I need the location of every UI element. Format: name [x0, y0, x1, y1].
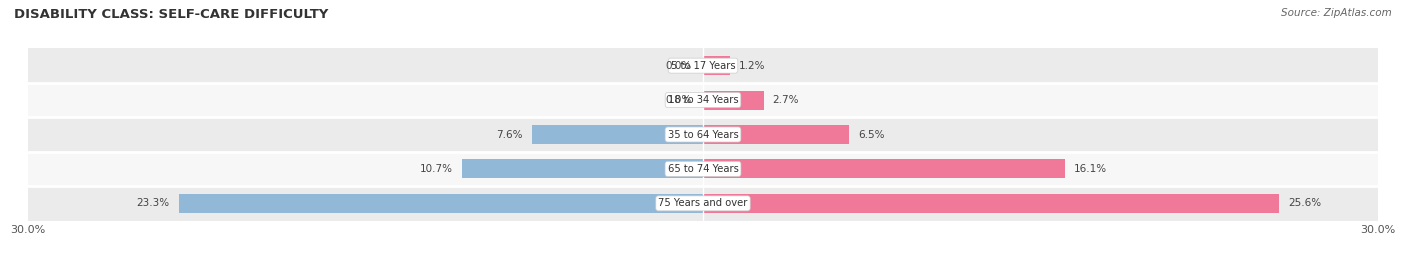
Text: 0.0%: 0.0% — [665, 95, 692, 105]
Bar — [28, 48, 1378, 83]
Bar — [463, 160, 703, 178]
Text: 16.1%: 16.1% — [1074, 164, 1108, 174]
Text: 23.3%: 23.3% — [136, 198, 170, 208]
Bar — [28, 83, 1378, 117]
Bar — [703, 91, 763, 109]
Text: 5 to 17 Years: 5 to 17 Years — [671, 61, 735, 71]
Text: 2.7%: 2.7% — [773, 95, 799, 105]
Text: 65 to 74 Years: 65 to 74 Years — [668, 164, 738, 174]
Bar — [703, 56, 730, 75]
Bar — [28, 186, 1378, 221]
Bar — [703, 125, 849, 144]
Text: 1.2%: 1.2% — [740, 61, 765, 71]
Text: 18 to 34 Years: 18 to 34 Years — [668, 95, 738, 105]
Text: Source: ZipAtlas.com: Source: ZipAtlas.com — [1281, 8, 1392, 18]
Bar — [703, 160, 1066, 178]
Text: 7.6%: 7.6% — [496, 129, 523, 140]
Bar — [179, 194, 703, 213]
Bar — [28, 117, 1378, 152]
Bar — [28, 152, 1378, 186]
Text: 0.0%: 0.0% — [665, 61, 692, 71]
Bar — [531, 125, 703, 144]
Text: 10.7%: 10.7% — [420, 164, 453, 174]
Text: 6.5%: 6.5% — [858, 129, 884, 140]
Text: 75 Years and over: 75 Years and over — [658, 198, 748, 208]
Text: DISABILITY CLASS: SELF-CARE DIFFICULTY: DISABILITY CLASS: SELF-CARE DIFFICULTY — [14, 8, 329, 21]
Bar — [703, 194, 1279, 213]
Text: 35 to 64 Years: 35 to 64 Years — [668, 129, 738, 140]
Text: 25.6%: 25.6% — [1288, 198, 1322, 208]
